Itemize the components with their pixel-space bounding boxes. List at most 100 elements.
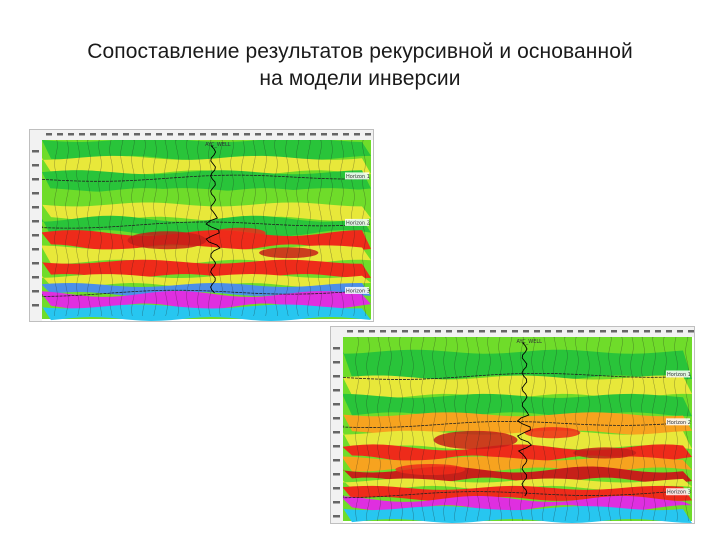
- top-tick-mark: [358, 330, 364, 333]
- depth-tick-mark: [32, 178, 39, 181]
- top-tick-mark: [534, 330, 540, 333]
- top-tick-mark: [622, 330, 628, 333]
- horizon-line: [342, 372, 688, 380]
- top-tick-mark: [347, 330, 353, 333]
- color-band: [42, 215, 371, 237]
- well-log-curve: [516, 342, 533, 497]
- amplitude-anomaly: [213, 227, 266, 239]
- top-tick-mark: [479, 330, 485, 333]
- top-tick-mark: [299, 133, 305, 136]
- top-tick-mark: [413, 330, 419, 333]
- top-tick-mark: [123, 133, 129, 136]
- top-tick-mark: [589, 330, 595, 333]
- amplitude-anomaly: [524, 427, 581, 439]
- color-band: [42, 170, 371, 193]
- color-band: [343, 349, 692, 380]
- top-tick-mark: [255, 133, 261, 136]
- horizon-line: [342, 490, 688, 499]
- top-tick-mark: [424, 330, 430, 333]
- color-band: [343, 444, 692, 462]
- depth-tick-mark: [333, 389, 340, 392]
- depth-tick-mark: [32, 192, 39, 195]
- top-tick-mark: [343, 133, 349, 136]
- top-tick-mark: [354, 133, 360, 136]
- top-tick-mark: [288, 133, 294, 136]
- color-band: [343, 335, 692, 354]
- top-tick-mark: [112, 133, 118, 136]
- horizon-label-box: [345, 286, 369, 294]
- depth-tick-mark: [333, 445, 340, 448]
- color-band: [343, 393, 692, 417]
- depth-tick-mark: [32, 304, 39, 307]
- depth-tick-mark: [333, 501, 340, 504]
- top-tick-mark: [57, 133, 63, 136]
- horizon-label-box: [666, 488, 690, 496]
- amplitude-anomaly: [259, 247, 319, 259]
- horizon-label-box: [666, 370, 690, 378]
- depth-tick-mark: [333, 403, 340, 406]
- top-tick-mark: [523, 330, 529, 333]
- horizon-label-box: [345, 218, 369, 226]
- well-label: AYC_WELL: [205, 142, 231, 148]
- top-tick-mark: [666, 330, 672, 333]
- slide-title: Сопоставление результатов рекурсивной и …: [0, 38, 720, 92]
- horizon-line: [41, 174, 371, 182]
- top-tick-mark: [244, 133, 250, 136]
- color-band: [42, 138, 371, 160]
- top-tick-mark: [200, 133, 206, 136]
- top-tick-mark: [321, 133, 327, 136]
- top-tick-mark: [501, 330, 507, 333]
- depth-tick-mark: [333, 431, 340, 434]
- depth-tick-mark: [333, 473, 340, 476]
- top-tick-mark: [211, 133, 217, 136]
- horizon-label: Horizon 2: [346, 220, 370, 226]
- color-band: [42, 304, 371, 321]
- horizon-label: Horizon 2: [667, 420, 691, 426]
- top-tick-mark: [365, 133, 371, 136]
- top-tick-mark: [46, 133, 52, 136]
- top-tick-mark: [611, 330, 617, 333]
- recursive-inversion-section: Horizon 1 Horizon 2 Horizon 3 AYC_WELL: [29, 129, 374, 322]
- top-tick-mark: [578, 330, 584, 333]
- top-tick-mark: [556, 330, 562, 333]
- depth-tick-mark: [333, 375, 340, 378]
- color-band: [343, 375, 692, 398]
- top-tick-mark: [189, 133, 195, 136]
- top-tick-mark: [222, 133, 228, 136]
- depth-tick-mark: [32, 248, 39, 251]
- top-tick-mark: [178, 133, 184, 136]
- depth-tick-mark: [333, 487, 340, 490]
- top-tick-mark: [512, 330, 518, 333]
- depth-tick-mark: [333, 515, 340, 518]
- color-band: [343, 430, 692, 450]
- horizon-label-box: [345, 172, 369, 180]
- depth-tick-mark: [333, 361, 340, 364]
- left-axis-strip: [30, 130, 42, 321]
- top-tick-mark: [380, 330, 386, 333]
- slide-title-line-2: на модели инверсии: [259, 67, 461, 90]
- amplitude-anomaly: [433, 430, 518, 450]
- recursive-inversion-plot: Horizon 1 Horizon 2 Horizon 3 AYC_WELL: [30, 130, 373, 321]
- horizon-line: [41, 289, 371, 297]
- depth-tick-mark: [32, 164, 39, 167]
- top-tick-mark: [391, 330, 397, 333]
- top-tick-mark: [156, 133, 162, 136]
- slide-title-line-1: Сопоставление результатов рекурсивной и …: [87, 40, 633, 63]
- top-tick-mark: [277, 133, 283, 136]
- left-axis-strip: [331, 327, 343, 523]
- depth-tick-mark: [32, 206, 39, 209]
- top-tick-mark: [644, 330, 650, 333]
- color-band: [42, 282, 371, 296]
- top-tick-mark: [600, 330, 606, 333]
- top-tick-mark: [90, 133, 96, 136]
- depth-tick-mark: [333, 347, 340, 350]
- top-tick-mark: [145, 133, 151, 136]
- top-tick-mark: [677, 330, 683, 333]
- color-band: [343, 478, 692, 490]
- top-tick-mark: [233, 133, 239, 136]
- top-tick-mark: [266, 133, 272, 136]
- horizon-label: Horizon 3: [346, 288, 370, 294]
- top-tick-mark: [79, 133, 85, 136]
- depth-tick-mark: [32, 276, 39, 279]
- top-tick-mark: [68, 133, 74, 136]
